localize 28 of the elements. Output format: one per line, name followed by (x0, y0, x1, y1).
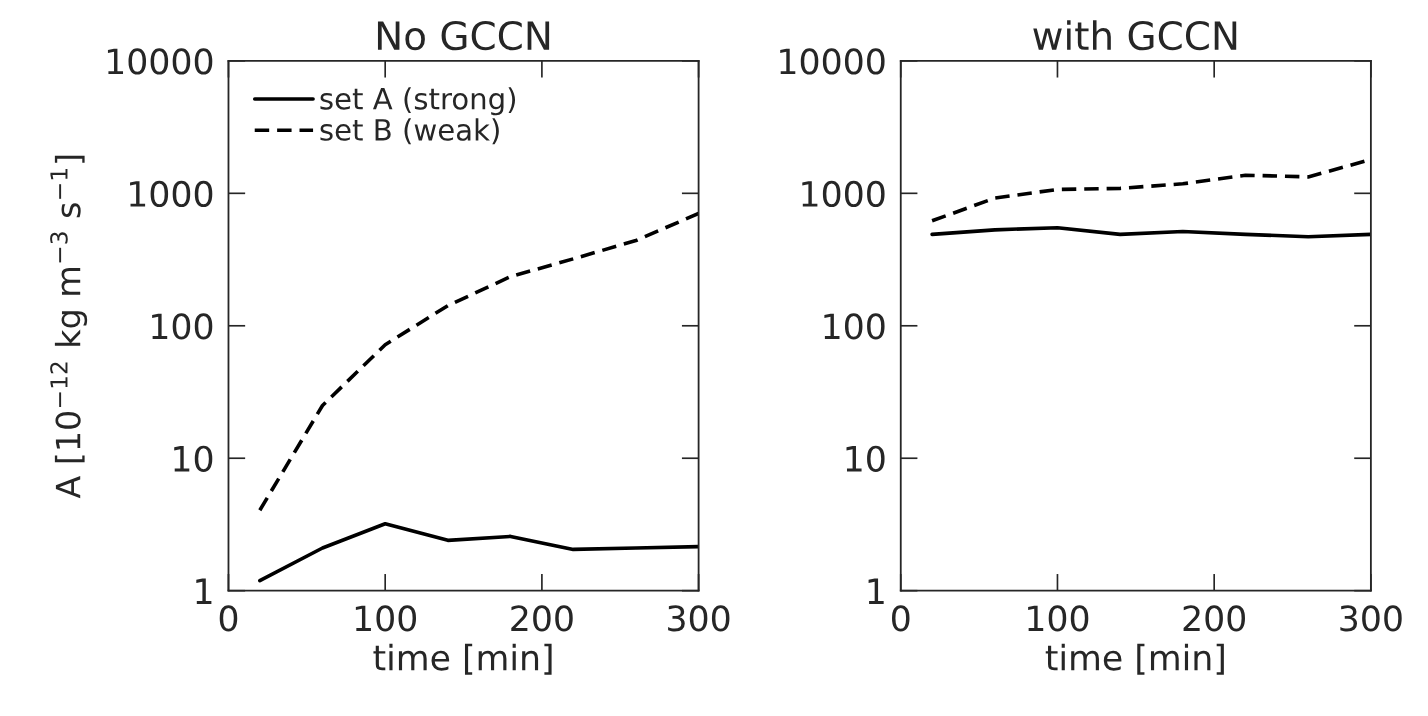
y-tick-label: 1000 (130, 180, 213, 208)
y-tick-label: 10 (846, 445, 885, 472)
line-series (258, 211, 699, 513)
line-series (258, 521, 699, 583)
x-tick-label: 200 (511, 605, 573, 632)
y-tick-label: 1 (868, 578, 884, 604)
y-tick-label: 10 (174, 445, 213, 472)
legend-label: set A (strong) (320, 87, 516, 116)
x-axis-title: time [min] (373, 643, 552, 675)
x-tick-label: 300 (668, 605, 730, 632)
y-tick-label: 10000 (780, 48, 885, 75)
x-tick-label: 100 (355, 605, 417, 632)
line-series (930, 225, 1371, 239)
y-axis-title: A [10$^{−12}$ kg m$^{−3}$ s$^{−1}$] (50, 155, 88, 499)
y-tick-label: 10000 (107, 48, 213, 75)
y-tick-label: 100 (824, 313, 885, 340)
x-axis-title: time [min] (1045, 643, 1224, 675)
x-tick-label: 300 (1340, 605, 1402, 632)
x-tick-label: 200 (1183, 605, 1245, 632)
chart-title: with GCCN (1033, 20, 1237, 51)
x-tick-label: 0 (892, 605, 910, 632)
x-tick-label: 100 (1028, 605, 1089, 632)
x-tick-label: 0 (219, 605, 238, 632)
legend-label: set B (weak) (320, 118, 499, 145)
y-tick-label: 1 (196, 578, 212, 604)
y-tick-label: 1000 (802, 180, 885, 208)
y-tick-label: 100 (152, 313, 213, 340)
chart-title: No GCCN (377, 20, 550, 51)
